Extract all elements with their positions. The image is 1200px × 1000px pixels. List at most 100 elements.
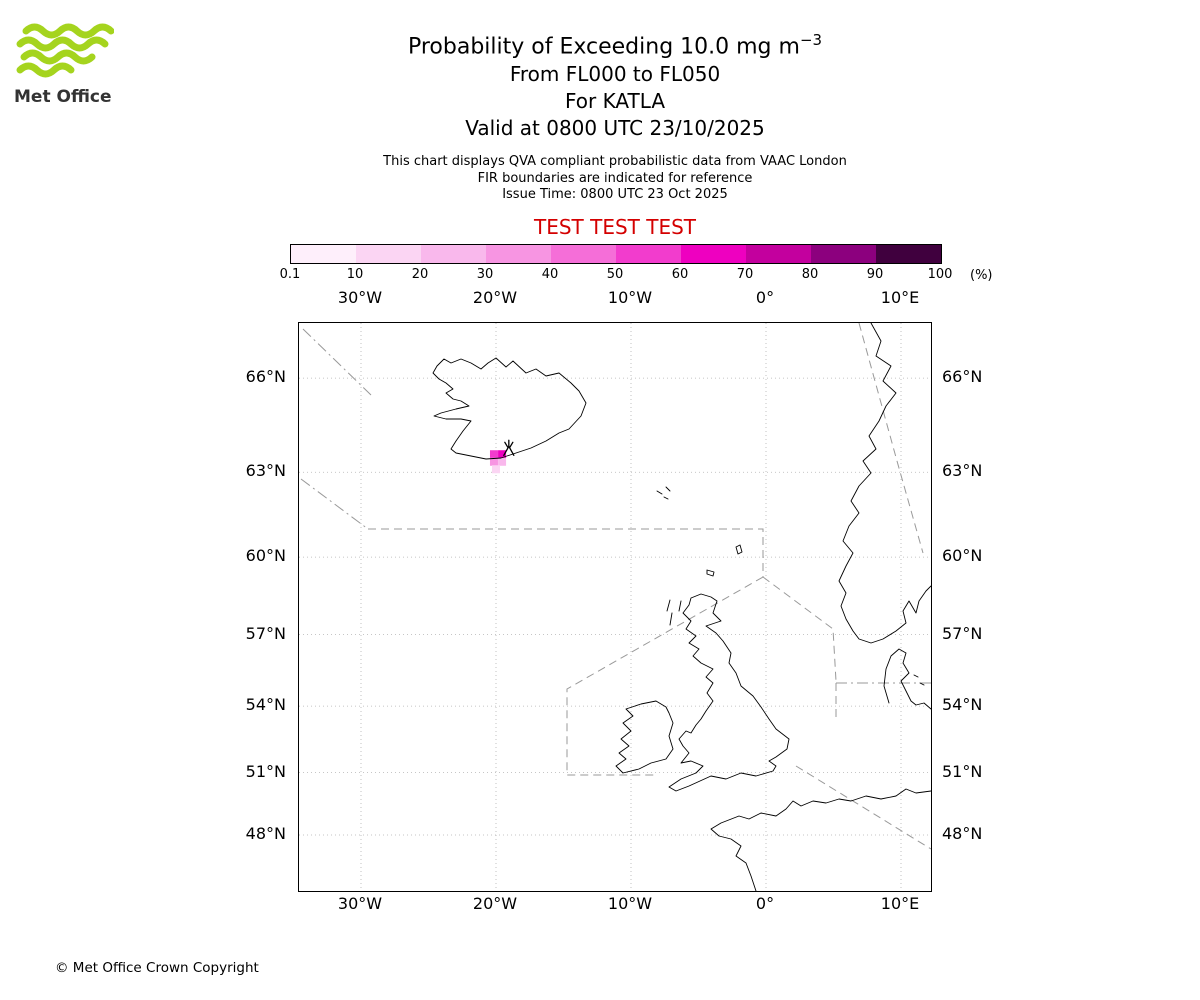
latitude-label: 63°N — [942, 461, 983, 481]
latitude-label: 51°N — [942, 761, 983, 781]
colorbar-segment — [356, 245, 421, 263]
latitude-label: 54°N — [245, 695, 286, 715]
volcano-icon — [503, 439, 515, 456]
longitude-label: 10°E — [880, 288, 920, 307]
probability-cell — [489, 457, 498, 466]
colorbar — [290, 244, 942, 264]
colorbar-segment — [551, 245, 616, 263]
coastline-iceland — [432, 357, 587, 460]
coastline-continental-europe — [710, 788, 931, 891]
note-fir: FIR boundaries are indicated for referen… — [477, 170, 753, 186]
subtitle-volcano: For KATLA — [565, 89, 665, 114]
colorbar-tick-label: 80 — [801, 267, 819, 282]
fir-boundary-line — [858, 323, 924, 554]
coastline-faroes — [656, 486, 671, 500]
grid-layer — [299, 323, 931, 891]
latitude-label: 48°N — [942, 823, 983, 843]
colorbar-ticks: 0.1 10 20 30 40 50 60 70 80 90 100 — [280, 267, 990, 285]
longitude-label: 10°W — [607, 894, 653, 913]
test-banner: TEST TEST TEST — [533, 214, 696, 239]
probability-cell — [489, 450, 498, 459]
colorbar-tick-label: 10 — [346, 267, 364, 282]
latitude-label: 57°N — [942, 623, 983, 643]
coastline-great-britain — [668, 593, 790, 792]
met-office-logo: Met Office — [14, 22, 115, 112]
chart-title-superscript: −3 — [799, 31, 822, 49]
colorbar-tick-label: 70 — [736, 267, 754, 282]
coastline-hebrides — [666, 599, 682, 626]
lat-labels-right: 66°N 63°N 60°N 57°N 54°N 51°N 48°N — [938, 322, 998, 890]
longitude-label: 10°E — [880, 894, 920, 913]
coastline-shetland — [735, 544, 743, 555]
colorbar-tick-label: 0.1 — [279, 267, 301, 282]
fir-boundaries — [300, 323, 931, 850]
fir-boundary-line — [300, 478, 369, 530]
coastline-orkney — [706, 569, 715, 577]
volcano-layer — [503, 439, 515, 456]
latitude-label: 57°N — [245, 623, 286, 643]
colorbar-segment — [291, 245, 356, 263]
latitude-label: 63°N — [245, 461, 286, 481]
latitude-label: 66°N — [942, 367, 983, 387]
colorbar-segment — [486, 245, 551, 263]
colorbar-segment — [811, 245, 876, 263]
logo-canvas: Met Office — [14, 23, 115, 107]
copyright: © Met Office Crown Copyright — [55, 960, 259, 976]
longitude-label: 10°W — [607, 288, 653, 307]
coastlines — [432, 323, 931, 891]
coastline-denmark — [883, 648, 931, 710]
colorbar-segment — [681, 245, 746, 263]
colorbar-segment — [616, 245, 681, 263]
longitude-label: 30°W — [337, 894, 383, 913]
fir-boundary-line — [566, 576, 764, 776]
fir-boundary-line — [368, 528, 764, 577]
coastline-danish-islands — [913, 674, 925, 686]
lon-labels-top: 30°W 20°W 10°W 0° 10°E — [298, 288, 930, 310]
colorbar-segment — [876, 245, 941, 263]
map — [298, 322, 932, 892]
colorbar-tick-label: 50 — [606, 267, 624, 282]
note-issue-time: Issue Time: 0800 UTC 23 Oct 2025 — [502, 187, 728, 203]
coastline-ireland — [615, 700, 674, 774]
subtitle-valid-time: Valid at 0800 UTC 23/10/2025 — [465, 116, 765, 141]
fir-boundary-line — [795, 765, 931, 850]
colorbar-segment — [421, 245, 486, 263]
longitude-label: 20°W — [472, 894, 518, 913]
colorbar-unit: (%) — [970, 268, 993, 283]
latitude-label: 66°N — [245, 367, 286, 387]
colorbar-tick-label: 40 — [541, 267, 559, 282]
fir-boundary-line — [762, 576, 837, 682]
colorbar-tick-label: 20 — [411, 267, 429, 282]
cells-layer — [489, 450, 507, 474]
note-qva: This chart displays QVA compliant probab… — [383, 154, 847, 170]
logo-text: Met Office — [14, 87, 112, 107]
longitude-label: 30°W — [337, 288, 383, 307]
fir-boundary-line — [302, 328, 372, 396]
map-canvas — [299, 323, 931, 891]
coastline-norway — [838, 323, 931, 644]
latitude-label: 48°N — [245, 823, 286, 843]
chart-title: Probability of Exceeding 10.0 mg m−3 — [30, 26, 1200, 61]
chart-notes: This chart displays QVA compliant probab… — [30, 154, 1200, 204]
logo-waves-icon — [16, 23, 115, 78]
chart-header: Probability of Exceeding 10.0 mg m−3 Fro… — [30, 26, 1200, 239]
longitude-label: 0° — [755, 288, 775, 307]
latitude-label: 60°N — [245, 546, 286, 566]
lat-labels-left: 66°N 63°N 60°N 57°N 54°N 51°N 48°N — [230, 322, 290, 890]
subtitle-flight-levels: From FL000 to FL050 — [509, 62, 721, 87]
probability-cell — [498, 457, 507, 466]
colorbar-tick-label: 90 — [866, 267, 884, 282]
probability-cell — [498, 450, 507, 459]
probability-cell — [492, 465, 500, 474]
colorbar-tick-label: 30 — [476, 267, 494, 282]
colorbar-tick-label: 60 — [671, 267, 689, 282]
colorbar-segment — [746, 245, 811, 263]
latitude-label: 60°N — [942, 546, 983, 566]
colorbar-tick-label: 100 — [927, 267, 953, 282]
latitude-label: 54°N — [942, 695, 983, 715]
longitude-label: 0° — [755, 894, 775, 913]
lon-labels-bottom: 30°W 20°W 10°W 0° 10°E — [298, 894, 930, 916]
colorbar-segments — [291, 245, 941, 263]
chart-title-text: Probability of Exceeding 10.0 mg m — [407, 34, 800, 60]
